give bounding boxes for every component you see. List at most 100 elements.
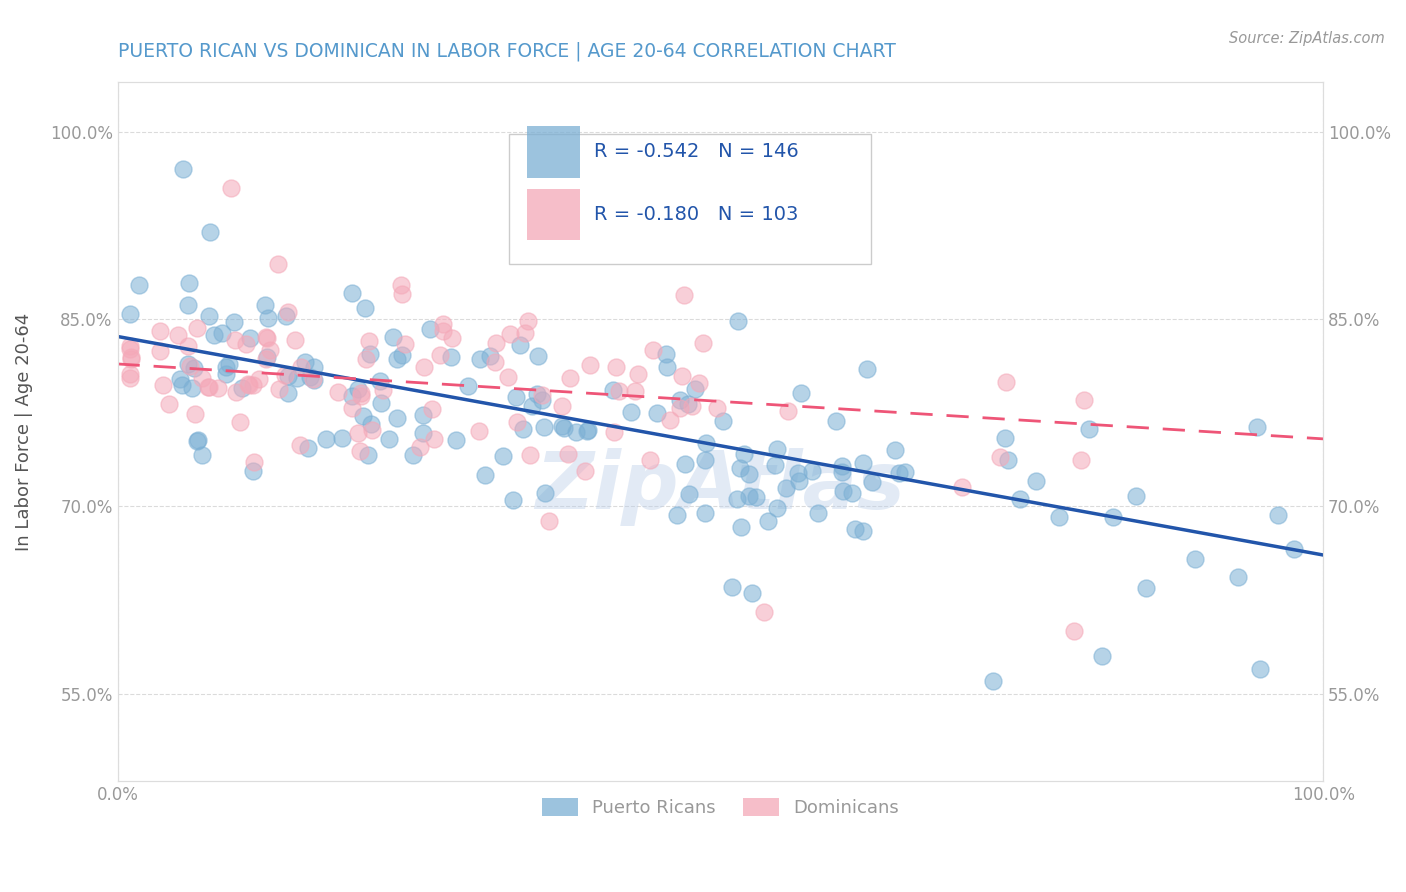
Text: PUERTO RICAN VS DOMINICAN IN LABOR FORCE | AGE 20-64 CORRELATION CHART: PUERTO RICAN VS DOMINICAN IN LABOR FORCE…: [118, 42, 896, 62]
Point: [688, 376, 710, 390]
Point: [326, 385, 349, 400]
Point: [607, 384, 630, 398]
Point: [385, 351, 408, 366]
Point: [287, 371, 309, 385]
Point: [118, 367, 141, 381]
Point: [350, 385, 373, 400]
Point: [693, 453, 716, 467]
Point: [657, 360, 679, 375]
Point: [681, 399, 703, 413]
Point: [302, 360, 325, 375]
Point: [994, 375, 1017, 389]
Point: [558, 370, 581, 384]
Point: [391, 287, 413, 301]
Point: [254, 329, 277, 343]
Point: [243, 455, 266, 469]
Point: [361, 423, 384, 437]
Point: [623, 384, 645, 398]
Point: [186, 434, 208, 448]
Point: [118, 339, 141, 353]
Point: [330, 431, 353, 445]
Point: [676, 397, 699, 411]
Point: [238, 378, 260, 392]
Point: [235, 337, 257, 351]
Point: [173, 162, 195, 177]
Point: [741, 586, 763, 600]
Point: [121, 350, 143, 364]
Point: [370, 396, 392, 410]
Point: [641, 343, 664, 357]
Point: [738, 489, 761, 503]
Point: [186, 321, 208, 335]
Point: [485, 335, 508, 350]
Point: [575, 424, 598, 438]
Point: [1246, 419, 1268, 434]
Point: [420, 401, 443, 416]
Point: [738, 467, 761, 481]
Point: [520, 399, 543, 413]
Point: [444, 433, 467, 447]
Point: [354, 351, 377, 366]
Point: [553, 421, 575, 435]
Point: [440, 350, 463, 364]
Point: [730, 520, 752, 534]
Point: [166, 328, 188, 343]
Point: [527, 349, 550, 363]
FancyBboxPatch shape: [527, 189, 581, 241]
Point: [254, 352, 277, 367]
Point: [207, 381, 229, 395]
Point: [277, 386, 299, 401]
Point: [249, 372, 271, 386]
Point: [766, 442, 789, 456]
Point: [711, 414, 734, 428]
Point: [638, 452, 661, 467]
Point: [277, 369, 299, 384]
Point: [198, 225, 221, 239]
Point: [149, 324, 172, 338]
Point: [1063, 624, 1085, 639]
Point: [531, 388, 554, 402]
Point: [1078, 421, 1101, 435]
Point: [533, 420, 555, 434]
Point: [498, 370, 520, 384]
Point: [197, 380, 219, 394]
Point: [176, 357, 198, 371]
Point: [526, 387, 548, 401]
Point: [412, 360, 434, 375]
Point: [152, 378, 174, 392]
Point: [1070, 453, 1092, 467]
Point: [191, 371, 214, 385]
FancyBboxPatch shape: [527, 126, 581, 178]
Point: [728, 461, 751, 475]
Point: [790, 386, 813, 401]
Point: [301, 372, 323, 386]
Point: [267, 257, 290, 271]
Point: [856, 362, 879, 376]
Point: [157, 397, 180, 411]
Point: [183, 360, 205, 375]
Point: [988, 450, 1011, 464]
Point: [342, 389, 364, 403]
Point: [478, 349, 501, 363]
Point: [756, 514, 779, 528]
Point: [218, 358, 240, 372]
Point: [825, 414, 848, 428]
Point: [645, 406, 668, 420]
Point: [211, 326, 233, 341]
Point: [172, 378, 194, 392]
Point: [409, 440, 432, 454]
Point: [894, 465, 917, 479]
Point: [671, 369, 693, 384]
Point: [294, 354, 316, 368]
Point: [423, 432, 446, 446]
Point: [228, 415, 250, 429]
Point: [852, 524, 875, 538]
Point: [484, 355, 506, 369]
Point: [118, 342, 141, 356]
Point: [387, 410, 409, 425]
Point: [509, 337, 531, 351]
Point: [297, 441, 319, 455]
Point: [550, 400, 572, 414]
Point: [787, 474, 810, 488]
Point: [191, 448, 214, 462]
